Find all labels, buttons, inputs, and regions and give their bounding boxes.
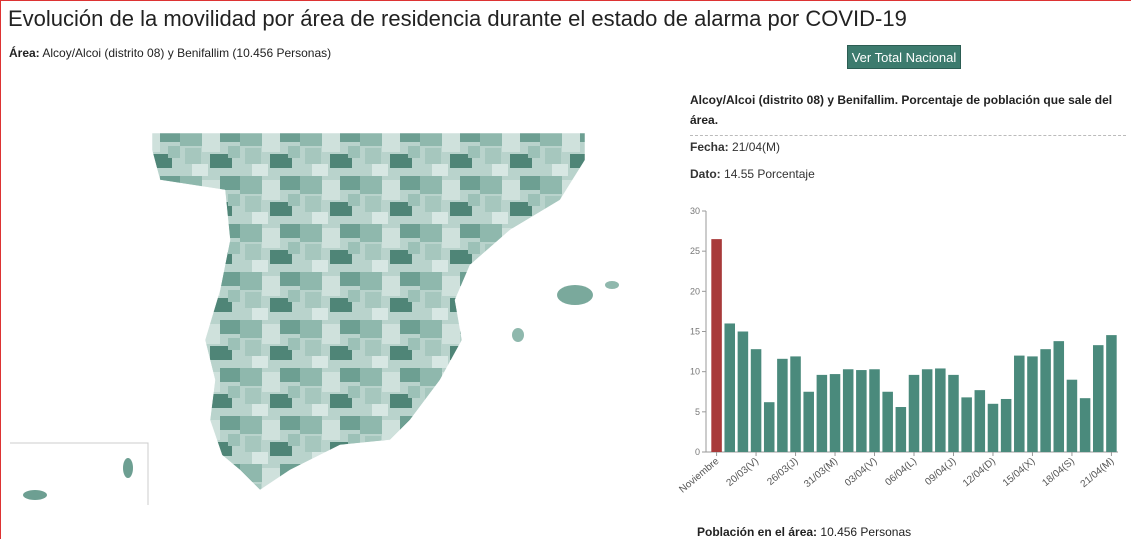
- bar-chart: 0 5 10 15 20 25 30 Noviembre 20/03(V) 26/03(J) 31/…: [677, 206, 1118, 496]
- bar: [895, 407, 907, 452]
- x-tick-label: 09/04(J): [923, 456, 958, 488]
- bar: [1027, 356, 1038, 452]
- bar: [1092, 345, 1104, 452]
- canarias[interactable]: [123, 458, 133, 478]
- bar: [816, 374, 828, 452]
- bar: [1000, 398, 1012, 452]
- x-tick-label: 15/04(X): [1001, 456, 1037, 489]
- inset-border: [10, 442, 149, 505]
- bar: [961, 397, 972, 452]
- bar: [1053, 341, 1065, 452]
- bar: [948, 374, 959, 452]
- area-label: Área:: [9, 46, 40, 60]
- bar: [974, 390, 986, 452]
- bar: [842, 369, 854, 452]
- bar: [711, 239, 722, 452]
- bar: [882, 391, 893, 452]
- bar: [987, 403, 999, 452]
- y-tick-label: 5: [695, 407, 700, 417]
- x-tick-label: 20/03(V): [725, 456, 761, 489]
- bar: [1079, 398, 1091, 452]
- y-tick-label: 0: [695, 447, 700, 457]
- fecha-value: 21/04(M): [732, 140, 781, 154]
- x-tick-label: 18/04(S): [1040, 456, 1076, 489]
- bar: [869, 369, 880, 452]
- bar: [1040, 349, 1051, 452]
- bar: [1106, 335, 1117, 452]
- dato: Dato: 14.55 Porcentaje: [690, 167, 815, 181]
- bar: [790, 356, 801, 452]
- dato-label: Dato:: [690, 167, 721, 181]
- fecha-label: Fecha:: [690, 140, 729, 154]
- bar: [908, 374, 920, 452]
- poblacion-value: 10.456 Personas: [820, 525, 912, 539]
- x-tick-label: 03/04(V): [843, 456, 879, 489]
- peninsula[interactable]: [151, 132, 586, 491]
- bar: [750, 349, 762, 452]
- bar: [724, 323, 736, 452]
- panel-title: Alcoy/Alcoi (distrito 08) y Benifallim. …: [690, 93, 1113, 127]
- bar: [1014, 355, 1025, 452]
- area-value: Alcoy/Alcoi (distrito 08) y Benifallim (…: [42, 46, 332, 60]
- bar: [1066, 379, 1078, 452]
- page-title: Evolución de la movilidad por área de re…: [8, 6, 907, 31]
- menorca[interactable]: [605, 281, 619, 289]
- y-tick-label: 10: [690, 367, 700, 377]
- y-tick-label: 20: [690, 286, 700, 296]
- bar: [856, 370, 867, 452]
- bar: [935, 368, 946, 452]
- poblacion-label: Población en el área:: [697, 525, 818, 539]
- y-tick-label: 25: [690, 246, 700, 256]
- bar: [803, 391, 814, 452]
- fecha: Fecha: 21/04(M): [690, 140, 780, 154]
- y-tick-label: 30: [690, 206, 700, 216]
- canarias-2[interactable]: [23, 490, 47, 500]
- baleares[interactable]: [557, 285, 593, 305]
- y-tick-label: 15: [690, 327, 700, 337]
- dato-value: 14.55 Porcentaje: [724, 167, 815, 181]
- x-tick-label: 06/04(L): [883, 456, 919, 488]
- x-tick-label: 26/03(J): [765, 456, 800, 488]
- area-line: Área: Alcoy/Alcoi (distrito 08) y Benifa…: [9, 46, 331, 60]
- bar: [737, 331, 749, 452]
- bar: [777, 358, 788, 452]
- bar: [829, 374, 841, 452]
- bar: [921, 369, 933, 452]
- x-tick-label: Noviembre: [677, 456, 721, 496]
- ibiza[interactable]: [512, 328, 524, 342]
- bar: [763, 402, 775, 452]
- x-tick-label: 21/04(M): [1079, 456, 1117, 490]
- map[interactable]: [0, 80, 660, 520]
- poblacion: Población en el área: 10.456 Personas: [697, 525, 911, 539]
- x-tick-label: 12/04(D): [961, 456, 998, 489]
- total-button[interactable]: Ver Total Nacional: [847, 45, 961, 69]
- separator: [690, 135, 1126, 136]
- x-tick-label: 31/03(M): [802, 456, 840, 490]
